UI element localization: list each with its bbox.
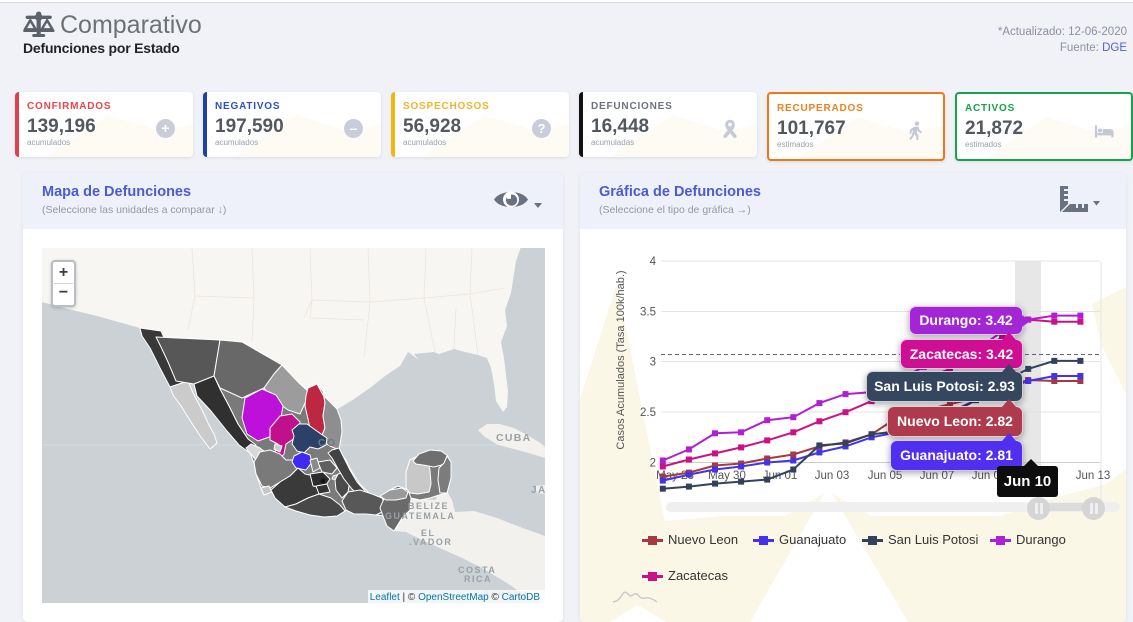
svg-text:GUATEMALA: GUATEMALA	[385, 511, 455, 521]
svg-text:CO: CO	[318, 438, 337, 449]
svg-text:Jun 13: Jun 13	[1076, 470, 1111, 482]
svg-text:EL: EL	[421, 528, 436, 538]
svg-text:COSTA: COSTA	[458, 565, 496, 575]
svg-text:2: 2	[650, 458, 656, 470]
svg-text:2.5: 2.5	[640, 407, 656, 419]
svg-text:4: 4	[650, 256, 657, 268]
svg-text:CUBA: CUBA	[496, 432, 532, 444]
svg-text:BELIZE: BELIZE	[408, 501, 449, 511]
svg-text:Leaflet | © OpenStreetMap © Ca: Leaflet | © OpenStreetMap © CartoDB	[370, 592, 541, 603]
svg-text:3.5: 3.5	[640, 307, 656, 319]
svg-text:3: 3	[650, 357, 656, 369]
svg-text:RICA: RICA	[464, 574, 492, 584]
svg-text:Jun 05: Jun 05	[868, 470, 903, 482]
svg-text:Casos Acumulados (Tasa 100k/ha: Casos Acumulados (Tasa 100k/hab.)	[615, 270, 627, 449]
svg-text:May 30: May 30	[708, 470, 746, 482]
svg-text:.VADOR: .VADOR	[409, 537, 452, 547]
svg-text:JAM: JAM	[531, 485, 545, 496]
svg-text:Jun 03: Jun 03	[815, 470, 850, 482]
svg-text:Jun 07: Jun 07	[920, 470, 955, 482]
